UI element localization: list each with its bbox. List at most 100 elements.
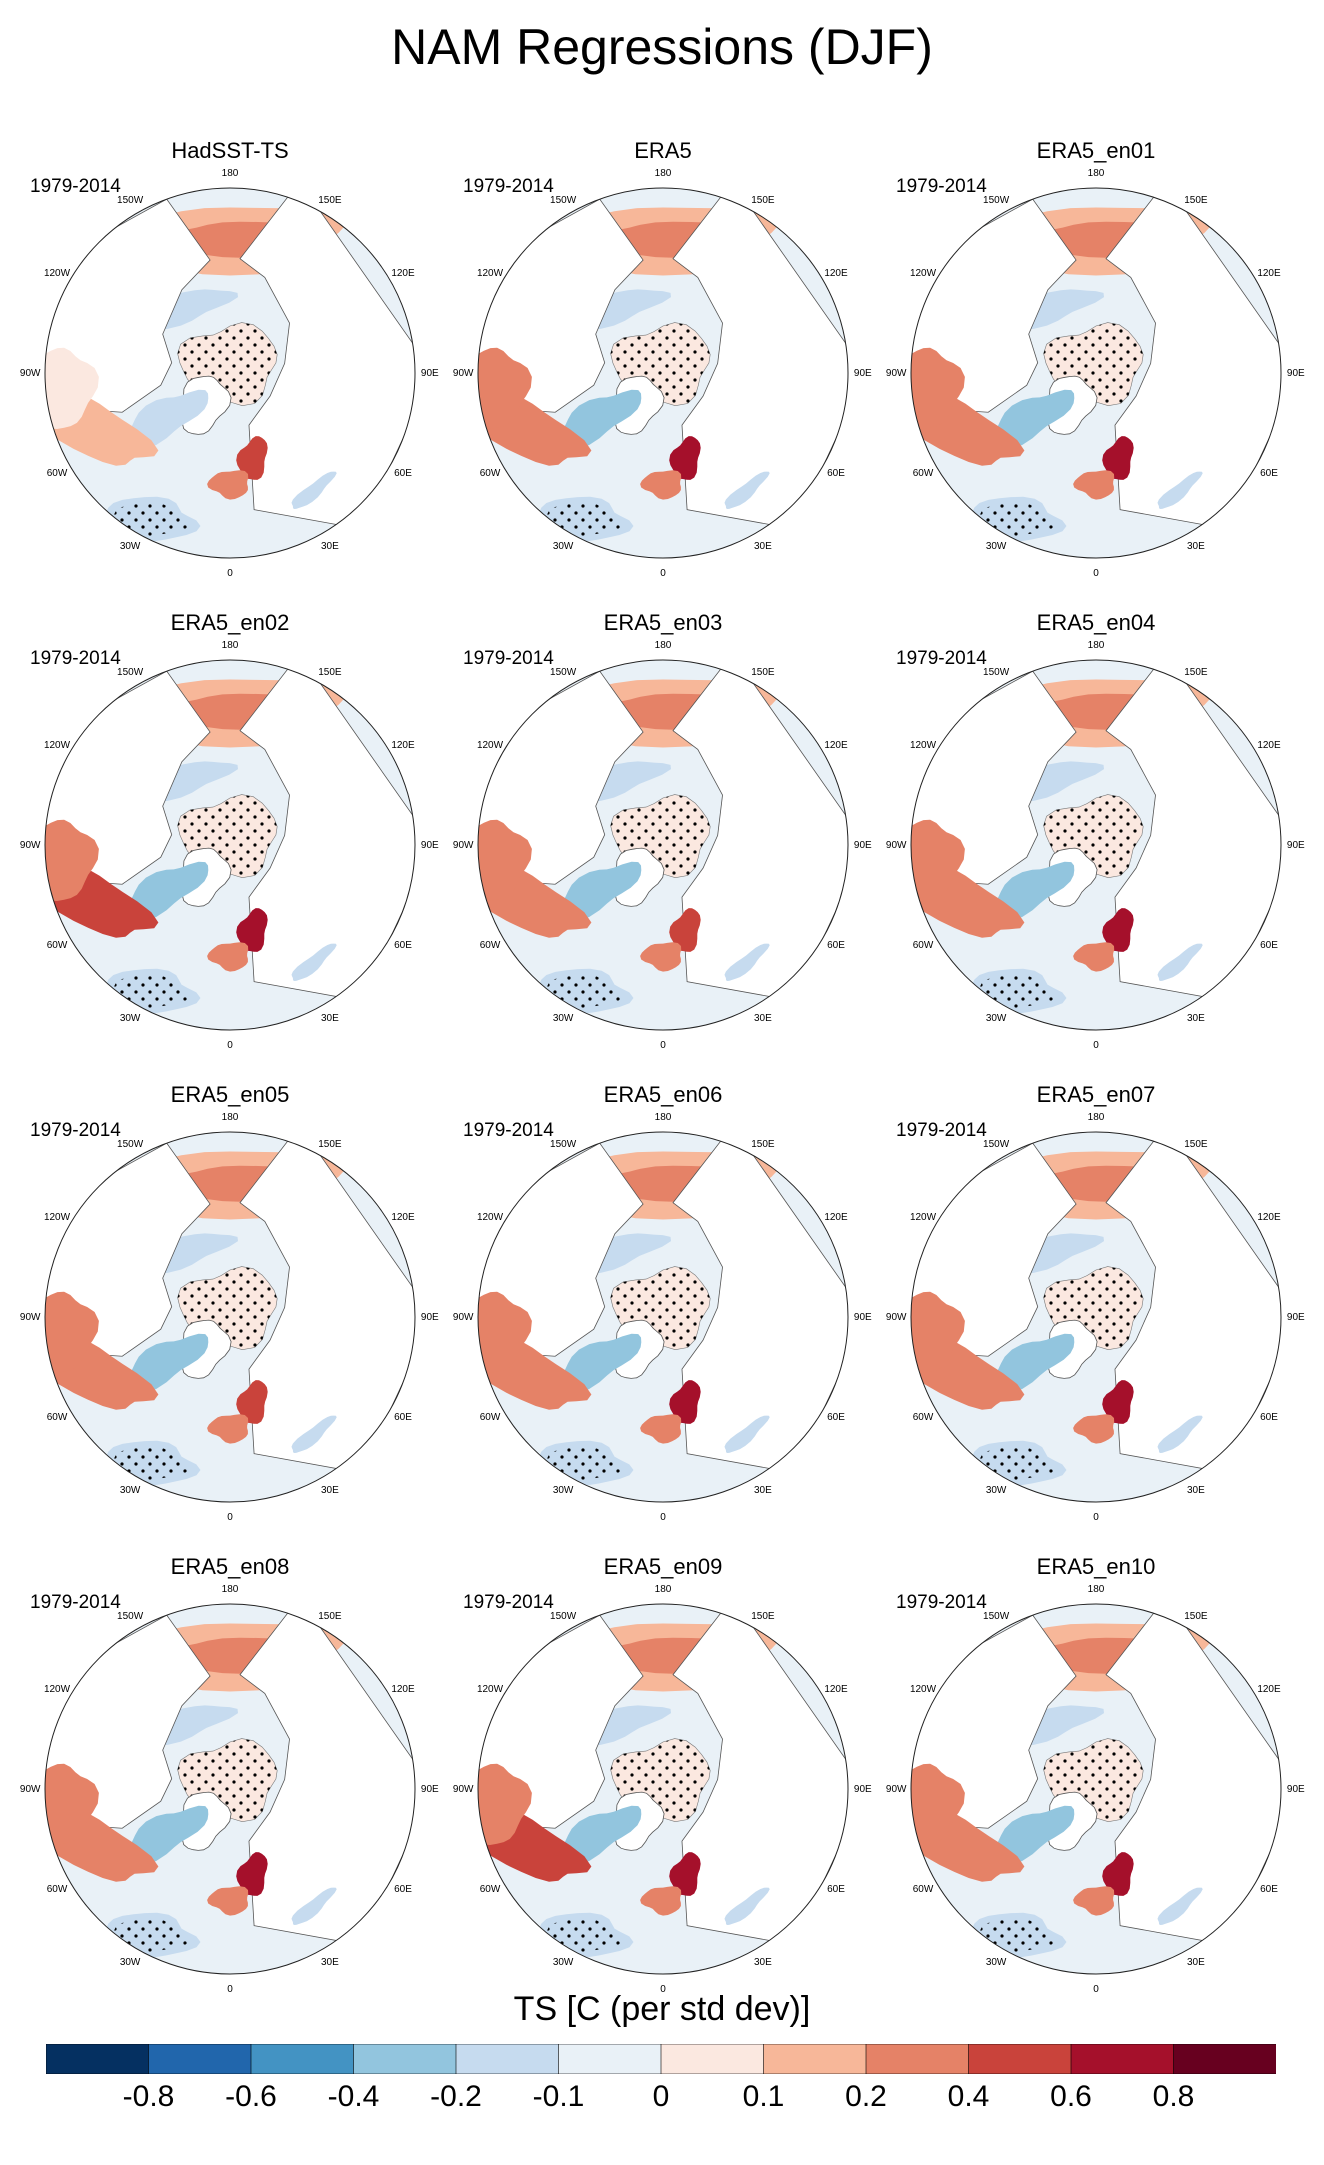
panel-title: ERA5_en02 xyxy=(170,610,290,635)
longitude-label: 60W xyxy=(47,1412,68,1423)
longitude-label: 120W xyxy=(477,1684,504,1695)
longitude-label: 90E xyxy=(1287,1784,1305,1795)
longitude-label: 150E xyxy=(751,667,775,678)
longitude-label: 90E xyxy=(1287,368,1305,379)
map-panel: ERA5 1979-2014 180 150E 120E 90E 60E 30E 0 30W 60W… xyxy=(453,138,873,579)
map-field xyxy=(911,188,1281,558)
longitude-label: 60E xyxy=(827,1412,845,1423)
longitude-label: 120W xyxy=(910,1684,937,1695)
longitude-label: 150W xyxy=(117,195,144,206)
europe-warm-anomaly xyxy=(1102,1380,1134,1424)
colorbar-tick-label: 0.8 xyxy=(1152,2080,1195,2113)
colorbar-segment xyxy=(353,2043,457,2075)
map-border xyxy=(910,1131,1282,1503)
map-border xyxy=(44,659,416,1031)
longitude-label: 150E xyxy=(1184,195,1208,206)
longitude-label: 180 xyxy=(1088,1584,1105,1595)
longitude-label: 30W xyxy=(120,1013,141,1024)
longitude-label: 30E xyxy=(1187,1485,1205,1496)
colorbar-segment xyxy=(968,2043,1072,2075)
europe-warm-anomaly xyxy=(236,1380,268,1424)
longitude-label: 90W xyxy=(886,840,907,851)
longitude-label: 150E xyxy=(1184,1139,1208,1150)
longitude-label: 120E xyxy=(824,1684,848,1695)
europe-warm-anomaly xyxy=(236,908,268,952)
longitude-label: 0 xyxy=(227,568,233,579)
longitude-label: 150E xyxy=(1184,1611,1208,1622)
map-field xyxy=(45,660,415,1030)
longitude-label: 60E xyxy=(1260,1884,1278,1895)
map-field xyxy=(911,1604,1281,1974)
longitude-label: 30E xyxy=(1187,541,1205,552)
longitude-label: 120W xyxy=(477,740,504,751)
labrador-cold-anomaly xyxy=(128,861,209,921)
panel-period: 1979-2014 xyxy=(896,1592,987,1613)
longitude-label: 30E xyxy=(321,1485,339,1496)
map-border xyxy=(910,187,1282,559)
longitude-label: 60W xyxy=(47,468,68,479)
longitude-label: 120W xyxy=(44,268,71,279)
panel-period: 1979-2014 xyxy=(30,176,121,197)
longitude-label: 150E xyxy=(318,1611,342,1622)
europe-warm-anomaly xyxy=(669,1852,701,1896)
labrador-cold-anomaly xyxy=(561,1805,642,1865)
longitude-label: 90W xyxy=(20,368,41,379)
eurasia-land xyxy=(1105,188,1281,530)
longitude-label: 150W xyxy=(983,667,1010,678)
eurasia-land xyxy=(672,660,848,1002)
longitude-label: 60E xyxy=(827,940,845,951)
panel-period: 1979-2014 xyxy=(30,1592,121,1613)
panel-period: 1979-2014 xyxy=(30,648,121,669)
longitude-label: 0 xyxy=(660,1984,666,1995)
longitude-label: 120W xyxy=(910,740,937,751)
gulf-warm-anomaly xyxy=(911,347,965,429)
panel-period: 1979-2014 xyxy=(896,176,987,197)
figure-title: NAM Regressions (DJF) xyxy=(391,19,933,75)
labrador-cold-anomaly xyxy=(994,1333,1075,1393)
eurasia-land xyxy=(239,188,415,530)
europe-warm-anomaly xyxy=(669,908,701,952)
north-sea-warm-anomaly xyxy=(640,1886,682,1916)
map-field xyxy=(45,1132,415,1502)
colorbar-tick-label: -0.4 xyxy=(327,2080,380,2113)
eurasia-land xyxy=(239,1604,415,1946)
panel-title: ERA5_en08 xyxy=(170,1554,290,1579)
longitude-label: 120W xyxy=(477,1212,504,1223)
map-field xyxy=(478,188,848,558)
panel-period: 1979-2014 xyxy=(30,1120,121,1141)
labrador-cold-anomaly xyxy=(561,861,642,921)
longitude-label: 90E xyxy=(1287,840,1305,851)
panel-title: ERA5_en03 xyxy=(603,610,723,635)
colorbar-segment xyxy=(660,2043,765,2075)
longitude-label: 90E xyxy=(421,1312,439,1323)
longitude-label: 60W xyxy=(913,1884,934,1895)
gulf-warm-anomaly xyxy=(478,347,532,429)
north-sea-warm-anomaly xyxy=(1073,1886,1115,1916)
panel-title: ERA5 xyxy=(634,138,692,163)
polar-map: 180 150E 120E 90E 60E 30E 0 30W 60W 90W 120W 150W xyxy=(453,1584,872,1995)
mediterranean-anomaly xyxy=(291,1415,337,1453)
longitude-label: 60E xyxy=(394,468,412,479)
longitude-label: 0 xyxy=(1093,1512,1099,1523)
colorbar-tick-label: -0.2 xyxy=(430,2080,482,2113)
map-field xyxy=(478,1132,848,1502)
longitude-label: 120E xyxy=(824,740,848,751)
longitude-label: 150E xyxy=(751,195,775,206)
longitude-label: 150W xyxy=(117,1139,144,1150)
gulf-warm-anomaly xyxy=(45,347,99,429)
longitude-label: 120E xyxy=(391,268,415,279)
panel-period: 1979-2014 xyxy=(463,1120,554,1141)
europe-warm-anomaly xyxy=(669,436,701,480)
longitude-label: 180 xyxy=(222,1584,239,1595)
longitude-label: 180 xyxy=(222,1112,239,1123)
north-sea-warm-anomaly xyxy=(207,942,249,972)
longitude-label: 180 xyxy=(655,640,672,651)
longitude-label: 90W xyxy=(886,1312,907,1323)
longitude-label: 60E xyxy=(1260,468,1278,479)
longitude-label: 60W xyxy=(913,1412,934,1423)
gulf-warm-anomaly xyxy=(911,819,965,901)
gulf-warm-anomaly xyxy=(45,1291,99,1373)
labrador-cold-anomaly xyxy=(994,861,1075,921)
north-sea-warm-anomaly xyxy=(207,1886,249,1916)
polar-map: 180 150E 120E 90E 60E 30E 0 30W 60W 90W 120W 150W xyxy=(453,168,872,579)
